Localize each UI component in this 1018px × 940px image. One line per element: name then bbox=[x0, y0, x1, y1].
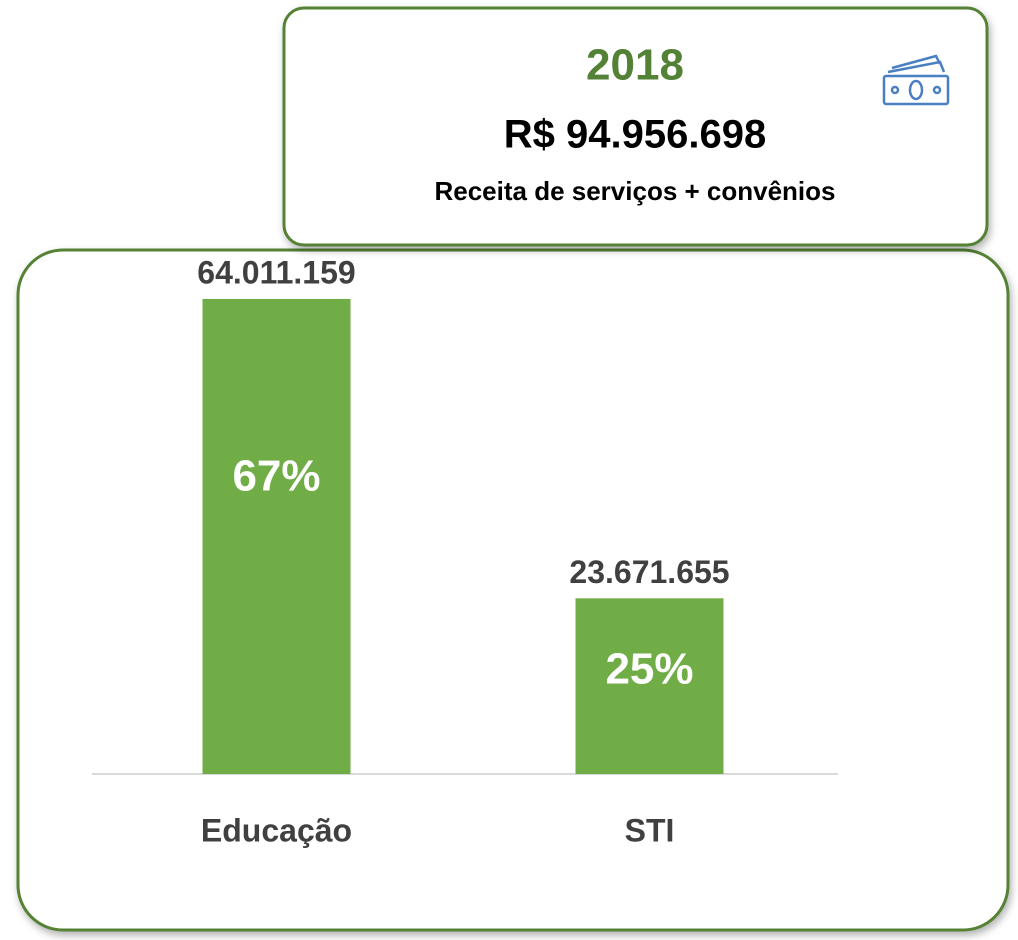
header-card bbox=[282, 6, 989, 247]
x-tick-label: Educação bbox=[201, 812, 352, 848]
percent-label: 67% bbox=[232, 452, 320, 501]
bar bbox=[202, 298, 351, 774]
percent-label: 25% bbox=[605, 645, 693, 694]
subtitle: Receita de serviços + convênios bbox=[434, 176, 835, 206]
chart-card bbox=[16, 248, 1010, 932]
year: 2018 bbox=[586, 41, 684, 90]
x-tick-label: STI bbox=[625, 812, 675, 848]
value-label: 64.011.159 bbox=[197, 254, 355, 290]
value-label: 23.671.655 bbox=[569, 554, 729, 590]
total: R$ 94.956.698 bbox=[504, 113, 766, 157]
money-icon bbox=[867, 38, 967, 138]
bar bbox=[575, 598, 724, 774]
